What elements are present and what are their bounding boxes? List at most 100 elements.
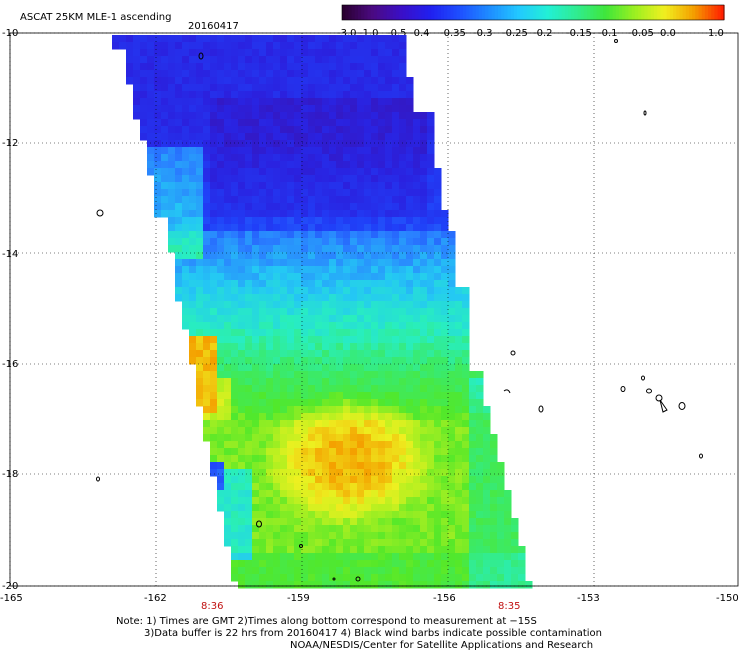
swath-cell [371,133,379,141]
swath-cell [322,259,330,267]
swath-cell [336,77,344,85]
swath-cell [259,238,267,246]
swath-cell [406,546,414,554]
swath-cell [406,154,414,162]
swath-cell [245,483,253,491]
swath-cell [448,490,456,498]
swath-cell [364,252,372,260]
swath-cell [476,483,484,491]
swath-cell [441,329,449,337]
swath-cell [217,63,225,71]
swath-cell [322,273,330,281]
swath-cell [476,434,484,442]
swath-cell [280,371,288,379]
swath-cell [350,448,358,456]
swath-cell [448,574,456,582]
swath-cell [301,231,309,239]
swath-cell [469,567,477,575]
swath-cell [462,434,470,442]
swath-cell [420,196,428,204]
swath-cell [322,252,330,260]
swath-cell [483,553,491,561]
swath-cell [217,210,225,218]
swath-cell [322,469,330,477]
swath-cell [420,224,428,232]
lat-label: -16 [2,359,18,370]
swath-cell [511,560,519,568]
swath-cell [154,210,162,218]
swath-cell [203,84,211,92]
swath-cell [203,196,211,204]
swath-cell [385,490,393,498]
swath-cell [413,469,421,477]
swath-cell [497,476,505,484]
swath-cell [301,532,309,540]
swath-cell [287,112,295,120]
swath-cell [196,364,204,372]
swath-cell [231,112,239,120]
swath-cell [483,539,491,547]
swath-cell [287,343,295,351]
swath-cell [287,245,295,253]
swath-cell [343,364,351,372]
swath-cell [392,168,400,176]
swath-cell [322,154,330,162]
swath-cell [189,301,197,309]
swath-cell [238,448,246,456]
swath-cell [483,504,491,512]
swath-cell [364,133,372,141]
swath-cell [469,560,477,568]
swath-cell [427,210,435,218]
swath-cell [462,455,470,463]
swath-cell [392,504,400,512]
swath-cell [364,182,372,190]
swath-cell [420,245,428,253]
swath-cell [273,35,281,43]
swath-cell [357,224,365,232]
swath-cell [224,287,232,295]
swath-cell [287,217,295,225]
swath-cell [469,532,477,540]
swath-cell [301,147,309,155]
swath-cell [161,35,169,43]
swath-cell [336,574,344,582]
swath-cell [497,483,505,491]
swath-cell [357,469,365,477]
swath-cell [392,546,400,554]
swath-cell [252,567,260,575]
swath-cell [329,105,337,113]
swath-cell [252,413,260,421]
swath-cell [329,567,337,575]
swath-cell [210,238,218,246]
swath-cell [231,91,239,99]
swath-cell [406,553,414,561]
swath-cell [245,224,253,232]
swath-cell [329,259,337,267]
swath-cell [434,406,442,414]
swath-cell [280,441,288,449]
swath-cell [182,217,190,225]
swath-cell [294,392,302,400]
swath-cell [273,399,281,407]
swath-cell [385,434,393,442]
swath-cell [196,399,204,407]
swath-cell [280,553,288,561]
swath-cell [287,574,295,582]
swath-cell [490,518,498,526]
swath-cell [203,427,211,435]
swath-cell [434,560,442,568]
swath-cell [196,224,204,232]
swath-cell [378,49,386,57]
colorbar-segment [361,5,365,20]
swath-cell [196,336,204,344]
swath-cell [378,133,386,141]
swath-cell [231,266,239,274]
swath-cell [378,427,386,435]
colorbar-segment [523,5,528,20]
swath-cell [273,203,281,211]
swath-cell [315,504,323,512]
swath-cell [273,161,281,169]
swath-cell [371,154,379,162]
swath-cell [378,294,386,302]
swath-cell [287,140,295,148]
